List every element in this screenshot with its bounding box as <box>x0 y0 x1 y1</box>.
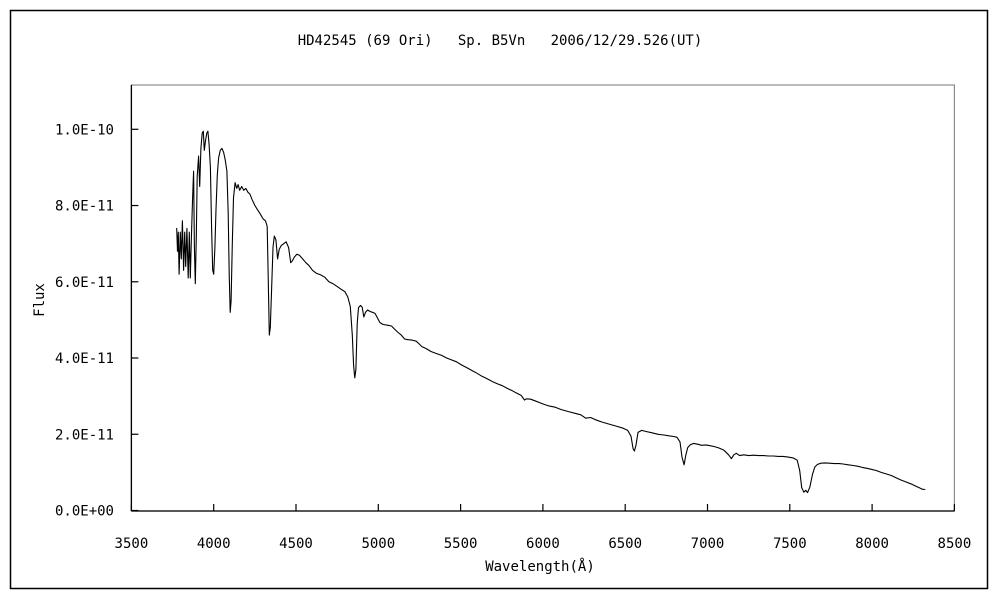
x-tick-label: 6500 <box>608 536 642 552</box>
x-tick-label: 3500 <box>115 536 149 552</box>
x-tick-label: 5500 <box>444 536 478 552</box>
x-tick-label: 8000 <box>855 536 889 552</box>
y-tick-label: 1.0E-10 <box>55 122 114 138</box>
x-tick-label: 7500 <box>773 536 807 552</box>
x-tick-label: 7000 <box>691 536 725 552</box>
y-tick-label: 0.0E+00 <box>55 504 114 520</box>
y-tick-label: 6.0E-11 <box>55 275 114 291</box>
x-axis-ticks: 3500 4000 4500 5000 5500 6000 6500 7000 7500 8000… <box>115 504 972 552</box>
y-axis-title: Flux <box>32 283 48 317</box>
chart-title: HD42545 (69 Ori) Sp. B5Vn 2006/12/29.526… <box>298 33 703 49</box>
x-axis-title: Wavelength(Å) <box>485 558 595 575</box>
y-tick-label: 8.0E-11 <box>55 199 114 215</box>
x-tick-label: 4500 <box>279 536 313 552</box>
x-tick-label: 8500 <box>938 536 972 552</box>
y-tick-label: 2.0E-11 <box>55 427 114 443</box>
outer-border <box>9 9 989 590</box>
spectrum-line <box>176 130 926 494</box>
x-tick-label: 4000 <box>197 536 231 552</box>
x-tick-label: 5000 <box>361 536 395 552</box>
x-tick-label: 6000 <box>526 536 560 552</box>
y-tick-label: 4.0E-11 <box>55 351 114 367</box>
y-axis-ticks: 0.0E+00 2.0E-11 4.0E-11 6.0E-11 8.0E-11 1.0E-… <box>55 122 139 520</box>
plot-frame <box>130 84 955 512</box>
